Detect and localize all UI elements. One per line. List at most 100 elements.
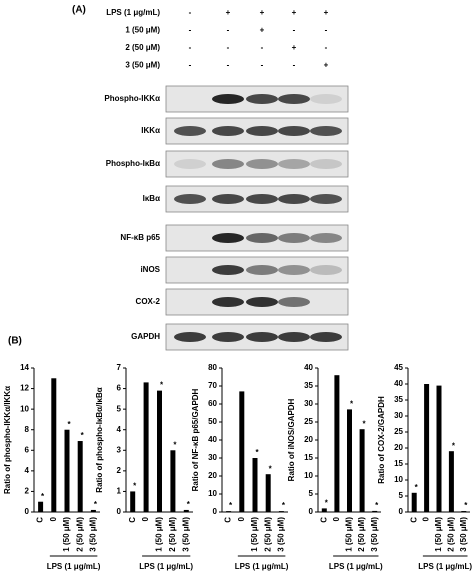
bar — [278, 511, 284, 512]
band — [278, 297, 310, 307]
x-tick-label: 0 — [422, 516, 431, 521]
significance-marker: * — [41, 492, 45, 501]
band — [212, 194, 244, 204]
treatment-sign: + — [324, 61, 329, 70]
x-tick-label: C — [128, 517, 137, 523]
bar — [170, 450, 176, 512]
band — [246, 332, 278, 342]
y-tick-label: 25 — [304, 417, 313, 426]
y-tick-label: 5 — [117, 404, 122, 413]
band — [310, 265, 342, 275]
y-tick-label: 70 — [208, 381, 217, 390]
x-tick-label: 1 (50 μM) — [250, 517, 259, 552]
y-axis-title: Ratio of phospho-IκBα/IκBα — [95, 387, 104, 492]
bar — [226, 511, 232, 512]
significance-marker: * — [325, 499, 329, 508]
x-tick-label: C — [224, 517, 233, 523]
bar — [143, 382, 149, 512]
treatment-sign: - — [227, 26, 230, 35]
significance-marker: * — [187, 500, 191, 509]
treatment-sign: - — [189, 8, 192, 17]
y-tick-label: 30 — [394, 411, 403, 420]
significance-marker: * — [269, 464, 273, 473]
band — [310, 233, 342, 243]
bar — [51, 378, 57, 512]
significance-marker: * — [160, 381, 164, 390]
band — [246, 159, 278, 169]
significance-marker: * — [67, 420, 71, 429]
x-tick-label: 3 (50 μM) — [459, 517, 468, 552]
x-tick-label: 3 (50 μM) — [370, 517, 379, 552]
treatment-sign: + — [324, 8, 329, 17]
treatment-sign: - — [325, 26, 328, 35]
y-tick-label: 10 — [304, 471, 313, 480]
blot-label: GAPDH — [131, 332, 160, 341]
x-axis-title: LPS (1 μg/mL) — [139, 562, 193, 571]
band — [246, 126, 278, 136]
y-tick-label: 40 — [304, 363, 313, 372]
treatment-sign: - — [189, 61, 192, 70]
y-tick-label: 12 — [20, 384, 29, 393]
band — [174, 194, 206, 204]
y-tick-label: 8 — [25, 425, 30, 434]
significance-marker: * — [229, 501, 233, 510]
x-tick-label: 2 (50 μM) — [263, 517, 272, 552]
y-tick-label: 30 — [304, 399, 313, 408]
y-tick-label: 10 — [20, 404, 29, 413]
band — [212, 159, 244, 169]
significance-marker: * — [375, 501, 379, 510]
y-tick-label: 6 — [25, 445, 30, 454]
band — [310, 94, 342, 104]
x-tick-label: 2 (50 μM) — [447, 517, 456, 552]
significance-marker: * — [464, 501, 468, 510]
x-axis-title: LPS (1 μg/mL) — [47, 562, 101, 571]
y-tick-label: 25 — [394, 427, 403, 436]
y-axis-title: Ratio of COX-2/GAPDH — [377, 396, 386, 484]
bar — [252, 458, 258, 512]
treatment-sign: - — [189, 43, 192, 52]
y-tick-label: 40 — [394, 379, 403, 388]
y-tick-label: 40 — [208, 435, 217, 444]
band — [246, 297, 278, 307]
y-axis-title: Ratio of NF-κB p65/GAPDH — [191, 388, 200, 491]
treatment-sign: + — [260, 8, 265, 17]
bar — [77, 441, 83, 512]
y-tick-label: 0 — [213, 507, 218, 516]
bar — [321, 508, 327, 512]
band — [310, 126, 342, 136]
y-tick-label: 15 — [304, 453, 313, 462]
x-axis-title: LPS (1 μg/mL) — [329, 562, 383, 571]
significance-marker: * — [133, 482, 137, 491]
band — [212, 297, 244, 307]
panel-label: (B) — [8, 336, 22, 347]
treatment-label: LPS (1 μg/mL) — [106, 8, 160, 17]
bar — [448, 451, 454, 512]
band — [212, 233, 244, 243]
y-tick-label: 50 — [208, 417, 217, 426]
bar — [239, 391, 245, 512]
treatment-sign: - — [261, 61, 264, 70]
y-tick-label: 14 — [20, 363, 29, 372]
y-tick-label: 10 — [208, 489, 217, 498]
y-tick-label: 2 — [25, 487, 30, 496]
blot-label: Phospho-IKKα — [104, 94, 160, 103]
y-axis-title: Ratio of phospho-IKKα/IKKα — [3, 386, 12, 494]
treatment-label: 2 (50 μM) — [125, 43, 160, 52]
band — [212, 265, 244, 275]
blot — [165, 150, 349, 178]
y-tick-label: 15 — [394, 459, 403, 468]
y-axis-title: Ratio of iNOS/GAPDH — [287, 398, 296, 481]
band — [246, 194, 278, 204]
significance-marker: * — [94, 500, 98, 509]
significance-marker: * — [363, 419, 367, 428]
treatment-sign: - — [227, 43, 230, 52]
bar — [130, 491, 136, 512]
x-tick-label: C — [409, 517, 418, 523]
bar — [157, 390, 162, 512]
treatment-sign: - — [189, 26, 192, 35]
x-tick-label: 1 (50 μM) — [434, 517, 443, 552]
x-axis-title: LPS (1 μg/mL) — [418, 562, 472, 571]
bar — [424, 384, 430, 512]
band — [278, 126, 310, 136]
